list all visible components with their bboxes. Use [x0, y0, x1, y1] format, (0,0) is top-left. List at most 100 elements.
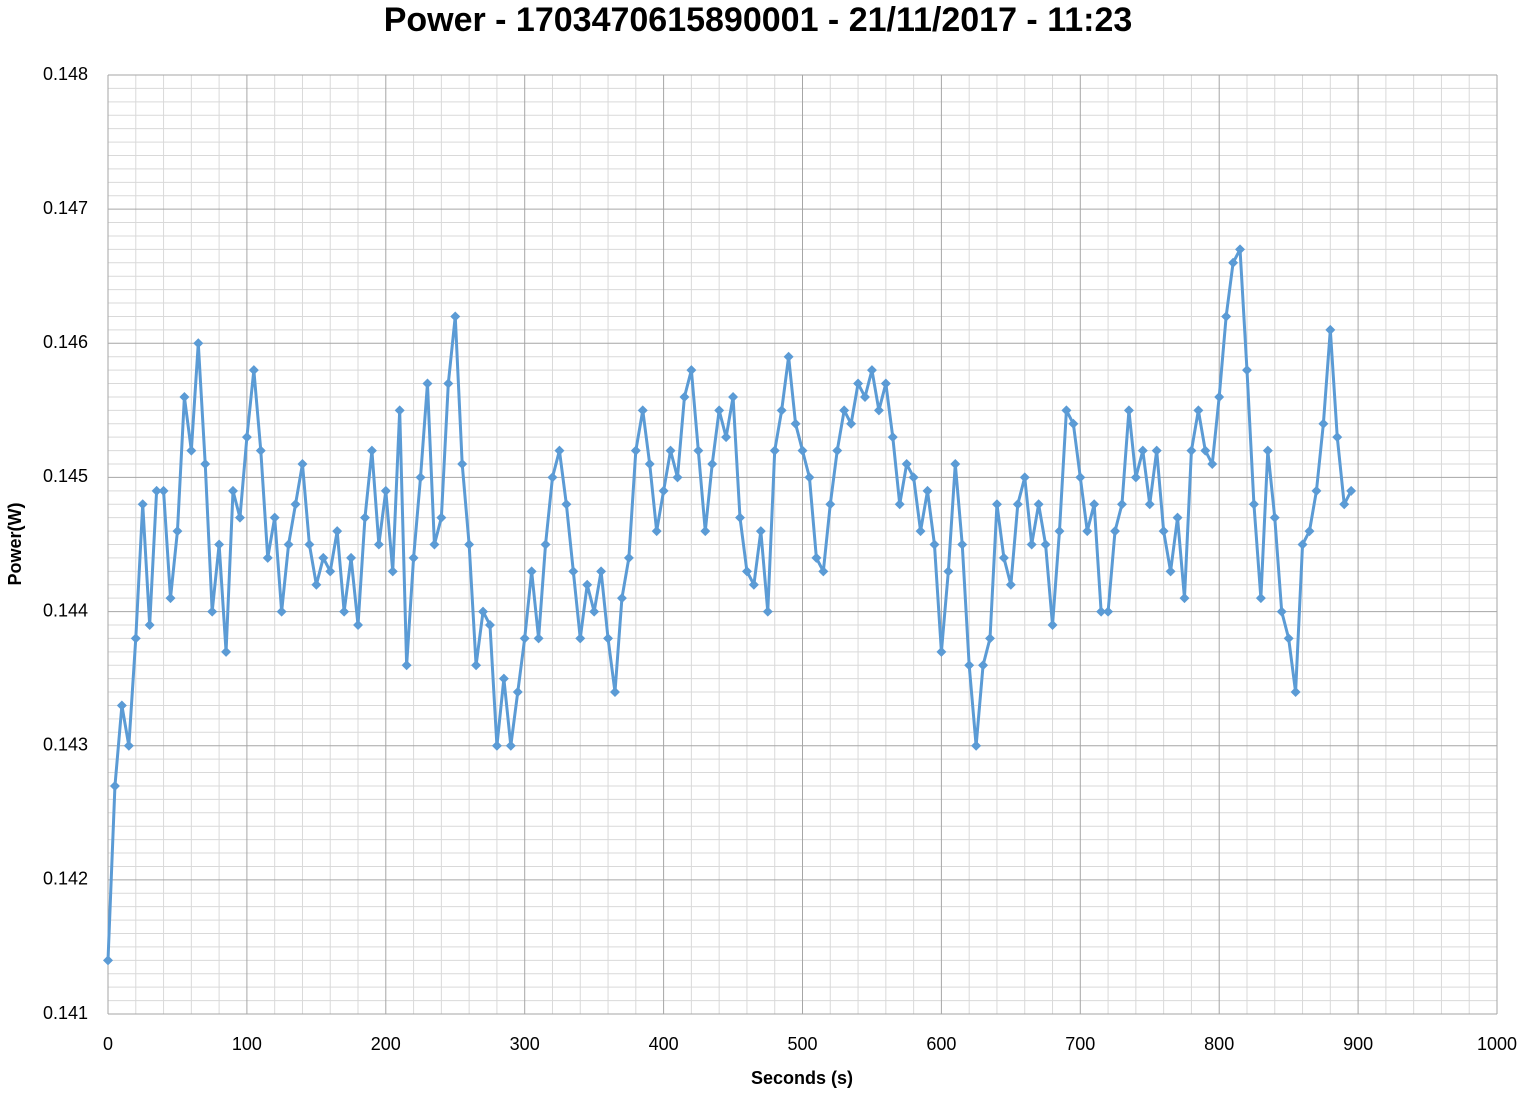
data-marker — [450, 311, 461, 322]
data-marker — [1054, 526, 1065, 537]
data-marker — [679, 391, 690, 402]
y-tick-label: 0.143 — [43, 734, 88, 754]
y-tick-label: 0.147 — [43, 198, 88, 218]
data-marker — [234, 512, 245, 523]
data-marker — [1116, 499, 1127, 510]
data-marker — [769, 445, 780, 456]
data-marker — [658, 485, 669, 496]
data-marker — [950, 459, 961, 470]
data-marker — [540, 539, 551, 550]
data-marker — [1221, 311, 1232, 322]
data-marker — [1047, 619, 1058, 630]
data-marker — [651, 526, 662, 537]
data-marker — [1040, 539, 1051, 550]
data-marker — [422, 378, 433, 389]
data-marker — [665, 445, 676, 456]
data-marker — [1144, 499, 1155, 510]
data-marker — [1332, 432, 1343, 443]
data-marker — [734, 512, 745, 523]
data-marker — [901, 459, 912, 470]
data-marker — [394, 405, 405, 416]
data-marker — [1082, 526, 1093, 537]
data-marker — [1200, 445, 1211, 456]
data-marker — [880, 378, 891, 389]
data-marker — [637, 405, 648, 416]
data-marker — [943, 566, 954, 577]
data-marker — [755, 526, 766, 537]
data-marker — [408, 552, 419, 563]
data-marker — [1110, 526, 1121, 537]
data-marker — [179, 391, 190, 402]
data-marker — [255, 445, 266, 456]
data-marker — [1096, 606, 1107, 617]
data-marker — [1026, 539, 1037, 550]
data-marker — [491, 740, 502, 751]
data-marker — [1311, 485, 1322, 496]
data-marker — [158, 485, 169, 496]
data-marker — [103, 955, 113, 966]
x-axis-title: Seconds (s) — [751, 1068, 853, 1088]
data-marker — [346, 552, 357, 563]
data-marker — [207, 606, 218, 617]
data-marker — [964, 660, 975, 671]
data-marker — [505, 740, 516, 751]
data-marker — [811, 552, 822, 563]
data-marker — [1130, 472, 1141, 483]
data-marker — [498, 673, 509, 684]
data-marker — [589, 606, 600, 617]
data-marker — [714, 405, 725, 416]
data-marker — [1248, 499, 1259, 510]
data-marker — [401, 660, 412, 671]
data-marker — [1075, 472, 1086, 483]
data-marker — [804, 472, 815, 483]
y-tick-label: 0.146 — [43, 332, 88, 352]
data-marker — [526, 566, 537, 577]
data-marker — [1255, 593, 1266, 604]
data-marker — [797, 445, 808, 456]
data-marker — [415, 472, 426, 483]
data-marker — [929, 539, 940, 550]
data-marker — [193, 338, 204, 349]
data-marker — [373, 539, 384, 550]
data-marker — [609, 687, 620, 698]
data-marker — [846, 418, 857, 429]
data-marker — [325, 566, 336, 577]
data-marker — [436, 512, 447, 523]
data-marker — [1235, 244, 1246, 255]
x-tick-label: 100 — [232, 1034, 262, 1054]
data-marker — [1346, 485, 1357, 496]
x-tick-label: 200 — [371, 1034, 401, 1054]
data-marker — [1172, 512, 1183, 523]
data-marker — [457, 459, 468, 470]
data-marker — [922, 485, 933, 496]
data-marker — [1241, 365, 1252, 376]
data-marker — [519, 633, 530, 644]
data-marker — [644, 459, 655, 470]
data-marker — [1103, 606, 1114, 617]
data-marker — [464, 539, 475, 550]
data-marker — [200, 459, 211, 470]
data-marker — [575, 633, 586, 644]
y-tick-label: 0.145 — [43, 466, 88, 486]
data-marker — [1290, 687, 1301, 698]
data-marker — [1061, 405, 1072, 416]
data-marker — [1304, 526, 1315, 537]
y-tick-label: 0.141 — [43, 1003, 88, 1023]
data-marker — [172, 526, 183, 537]
data-marker — [971, 740, 982, 751]
data-marker — [1033, 499, 1044, 510]
data-marker — [429, 539, 440, 550]
data-marker — [366, 445, 377, 456]
chart-title: Power - 1703470615890001 - 21/11/2017 - … — [384, 1, 1133, 39]
data-marker — [741, 566, 752, 577]
data-marker — [686, 365, 697, 376]
data-marker — [825, 499, 836, 510]
data-marker — [790, 418, 801, 429]
x-tick-label: 300 — [510, 1034, 540, 1054]
data-marker — [311, 579, 322, 590]
data-marker — [1269, 512, 1280, 523]
data-marker — [721, 432, 732, 443]
data-marker — [1019, 472, 1030, 483]
data-marker — [853, 378, 864, 389]
data-marker — [1297, 539, 1308, 550]
